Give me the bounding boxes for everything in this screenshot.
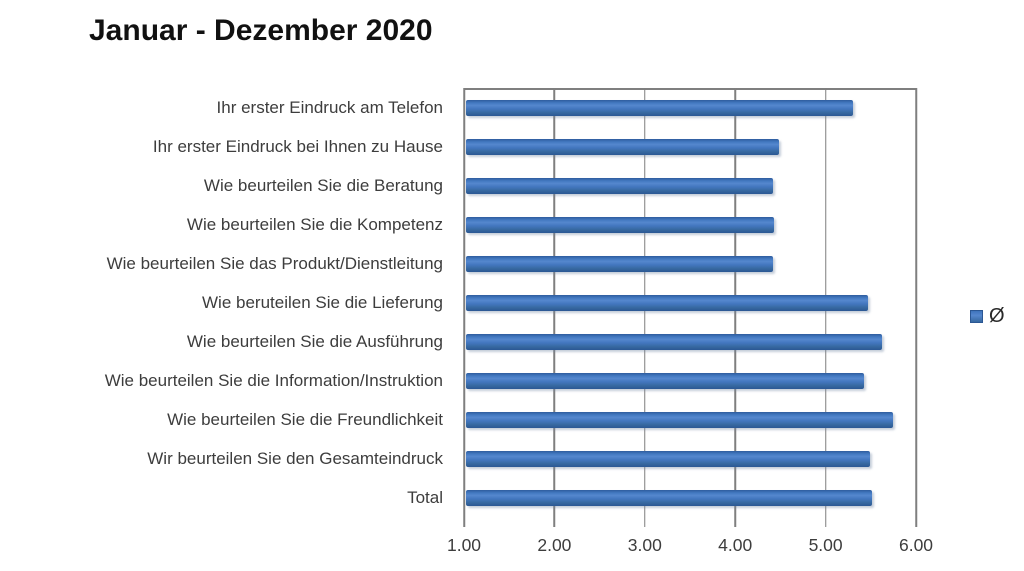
bar-9: [465, 451, 870, 468]
bar-3: [465, 216, 775, 233]
bar-1: [465, 138, 779, 155]
bar-5: [465, 295, 869, 311]
category-label-9: Wir beurteilen Sie den Gesamteindruck: [147, 449, 443, 469]
bar-10: [465, 490, 872, 507]
bar-6: [465, 334, 882, 351]
category-label-2: Wie beurteilen Sie die Beratung: [203, 175, 443, 195]
plot-top-border: [464, 88, 916, 90]
bar-0: [465, 99, 853, 116]
legend-swatch: [970, 310, 983, 323]
chart-title: Januar - Dezember 2020: [89, 14, 433, 47]
category-label-1: Ihr erster Eindruck bei Ihnen zu Hause: [152, 136, 443, 156]
bar-4: [465, 255, 774, 272]
legend: Ø: [970, 305, 1005, 328]
x-tick-label-5.00: 5.00: [808, 535, 843, 555]
bar-8: [465, 412, 894, 429]
category-label-7: Wie beurteilen Sie die Information/Instr…: [104, 371, 443, 391]
category-label-10: Total: [407, 488, 443, 508]
category-label-6: Wie beurteilen Sie die Ausführung: [186, 332, 443, 352]
category-label-3: Wie beurteilen Sie die Kompetenz: [186, 214, 443, 234]
x-tick-label-6.00: 6.00: [898, 535, 934, 555]
category-label-4: Wie beurteilen Sie das Produkt/Dienstlei…: [106, 253, 443, 273]
category-label-8: Wie beurteilen Sie die Freundlichkeit: [167, 410, 443, 430]
category-axis: Ihr erster Eindruck am Telefon Ihr erster…: [0, 88, 443, 518]
x-tick-label-2.00: 2.00: [537, 535, 572, 555]
x-axis: 1.00 2.00 3.00 4.00 5.00 6.00: [447, 535, 933, 559]
gridline-x-6.00: [915, 88, 917, 527]
x-tick-label-1.00: 1.00: [446, 535, 482, 555]
x-tick-label-3.00: 3.00: [627, 535, 662, 555]
bar-7: [465, 373, 864, 390]
category-label-5: Wie beruteilen Sie die Lieferung: [202, 292, 443, 312]
plot-area: [463, 88, 917, 527]
gridline-x-1.00: [463, 88, 465, 527]
category-label-0: Ihr erster Eindruck am Telefon: [216, 97, 443, 117]
bar-2: [465, 177, 774, 194]
legend-label: Ø: [989, 305, 1005, 327]
x-tick-label-4.00: 4.00: [718, 535, 753, 555]
